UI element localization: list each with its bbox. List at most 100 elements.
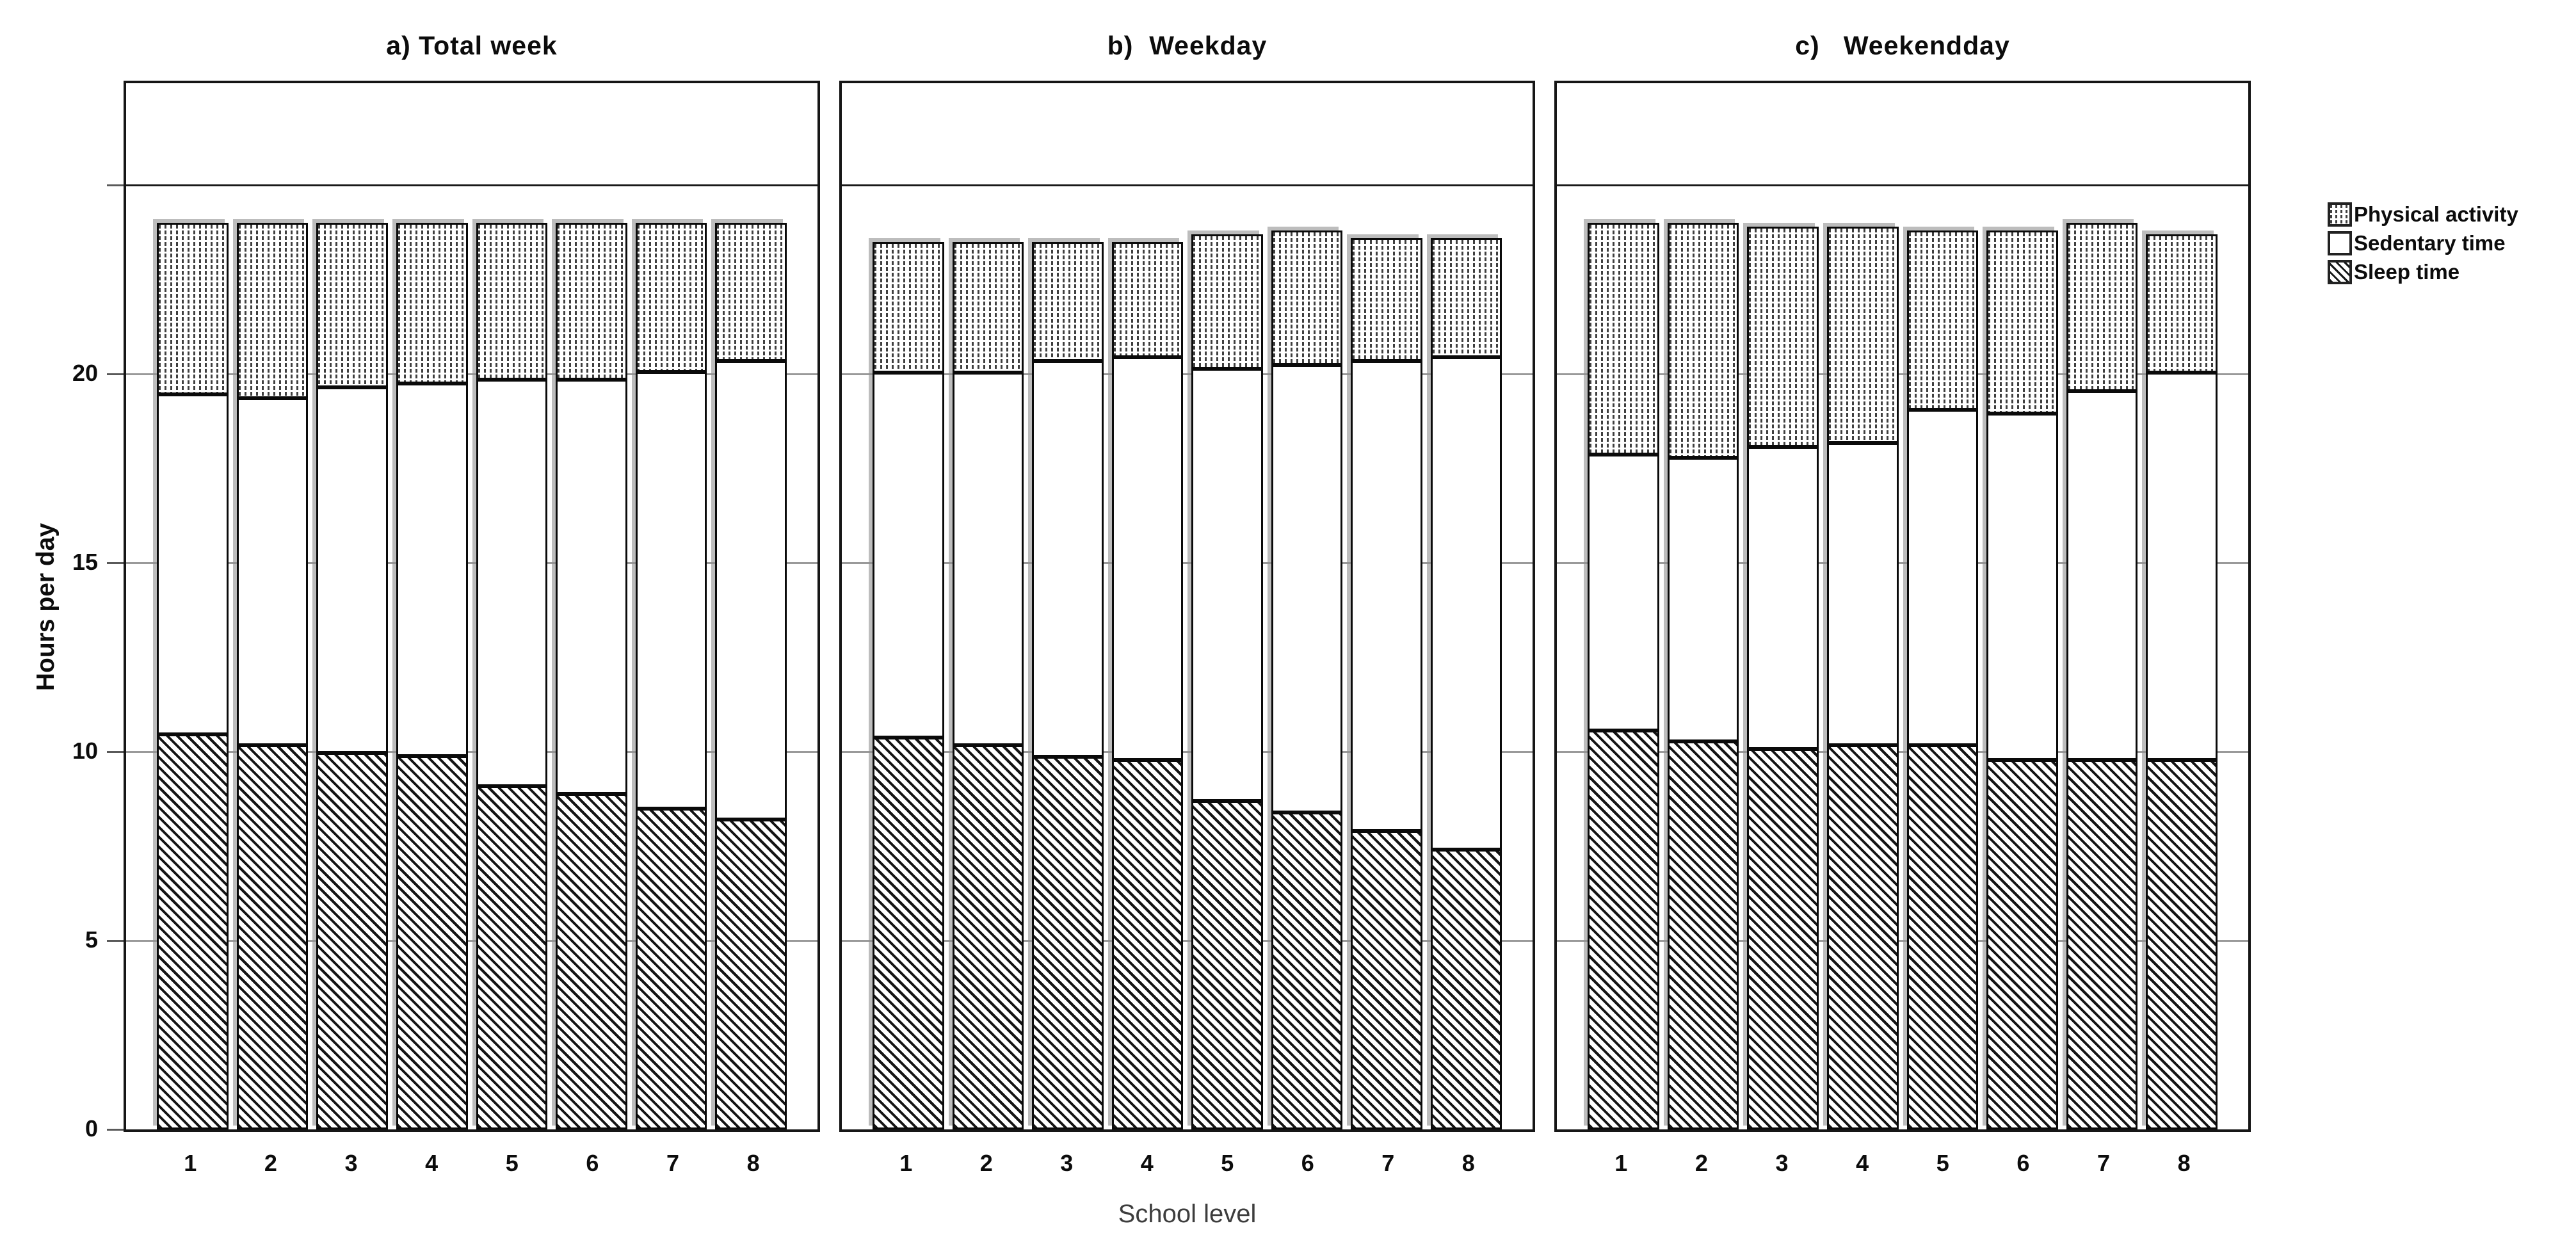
bar-segment-sedentary-time [236, 398, 309, 745]
x-axis-tick-label: 8 [1461, 1150, 1475, 1176]
x-axis-tick-label: 6 [586, 1150, 599, 1176]
gridline-5 [126, 940, 817, 942]
stacked-bar-level-6 [556, 223, 627, 1129]
legend-item-physical-activity: Physical activity [2328, 202, 2518, 227]
bar-group [126, 83, 817, 1130]
x-axis-tick-label: 1 [899, 1150, 913, 1176]
bar-segment-physical-activity [316, 223, 388, 387]
white-pattern-swatch-icon [2328, 231, 2352, 255]
x-axis-tick-label: 4 [1856, 1150, 1869, 1176]
x-axis-tick-label: 7 [2097, 1150, 2111, 1176]
gridline-5 [842, 940, 1533, 942]
stacked-bar-level-1 [873, 241, 944, 1129]
bar-segment-sedentary-time [396, 383, 468, 757]
bar-segment-sedentary-time [1588, 454, 1659, 731]
stacked-bar-level-2 [952, 241, 1024, 1129]
x-axis-tick-label: 4 [425, 1150, 439, 1176]
bar-segment-physical-activity [1747, 227, 1819, 447]
x-axis-tick-label: 4 [1140, 1150, 1154, 1176]
x-axis-tick-label: 1 [184, 1150, 197, 1176]
x-tick-labels-a: 1 2 3 4 5 6 7 8 [124, 1150, 820, 1177]
stacked-bar-level-3 [316, 223, 388, 1129]
y-axis-tick [107, 751, 124, 754]
bar-segment-physical-activity [1191, 234, 1263, 369]
bar-segment-physical-activity [1826, 227, 1899, 444]
bar-segment-sleep-time [1271, 812, 1342, 1129]
bar-segment-sleep-time [316, 752, 388, 1129]
bar-segment-sedentary-time [1032, 361, 1104, 757]
bar-segment-sleep-time [635, 808, 707, 1129]
bar-segment-sleep-time [1588, 730, 1659, 1129]
bar-segment-physical-activity [1667, 223, 1739, 458]
stacked-bar-level-5 [1191, 234, 1263, 1129]
x-axis-title: School level [1118, 1200, 1257, 1228]
legend-label: Physical activity [2354, 202, 2518, 226]
bar-segment-sleep-time [396, 756, 468, 1129]
bar-segment-sedentary-time [873, 372, 944, 738]
bar-segment-sedentary-time [476, 380, 548, 787]
bar-group [842, 83, 1533, 1129]
bar-segment-physical-activity [236, 223, 309, 399]
y-axis-tick-label: 20 [72, 360, 98, 387]
bar-segment-physical-activity [556, 223, 627, 380]
x-axis-tick-label: 2 [1695, 1150, 1708, 1176]
bar-segment-sedentary-time [556, 380, 627, 794]
stacked-bar-level-6 [1986, 230, 2058, 1129]
bar-segment-physical-activity [873, 241, 944, 373]
bar-segment-physical-activity [2146, 234, 2218, 373]
y-axis-tick [107, 1129, 124, 1131]
bar-segment-physical-activity [715, 223, 787, 361]
diagonal-hatch-swatch-icon [2328, 260, 2352, 284]
x-axis-tick-label: 8 [2177, 1150, 2191, 1176]
bar-segment-sedentary-time [1430, 357, 1502, 850]
stacked-bar-level-8 [1430, 238, 1502, 1129]
bar-segment-sedentary-time [1111, 357, 1183, 761]
panel-a-title: a) Total week [386, 31, 558, 60]
bar-segment-sleep-time [236, 745, 309, 1129]
y-axis-tick-label: 5 [85, 926, 98, 953]
bar-segment-sleep-time [1351, 831, 1422, 1129]
y-axis-title: Hours per day [32, 522, 60, 691]
bar-segment-physical-activity [157, 223, 229, 395]
stacked-bar-level-3 [1747, 227, 1819, 1129]
stacked-bar-level-7 [635, 223, 707, 1129]
dots-pattern-swatch-icon [2328, 202, 2352, 227]
bar-segment-sleep-time [715, 820, 787, 1129]
x-axis-tick-label: 6 [1301, 1150, 1314, 1176]
bar-segment-physical-activity [476, 223, 548, 380]
legend-item-sedentary-time: Sedentary time [2328, 231, 2518, 255]
bar-segment-sedentary-time [1351, 361, 1422, 832]
y-axis-tick-label: 15 [72, 549, 98, 576]
bar-segment-sedentary-time [1826, 443, 1899, 745]
bar-segment-physical-activity [1032, 241, 1104, 362]
x-tick-labels-b: 1 2 3 4 5 6 7 8 [839, 1150, 1535, 1177]
bar-segment-sleep-time [1430, 850, 1502, 1129]
gridline-10 [842, 751, 1533, 754]
bar-segment-sleep-time [157, 734, 229, 1130]
x-axis-tick-label: 7 [1381, 1150, 1395, 1176]
bar-segment-sedentary-time [715, 360, 787, 820]
panel-weekday [839, 81, 1535, 1132]
bar-segment-sedentary-time [1271, 364, 1342, 812]
stacked-bar-level-5 [1906, 230, 1979, 1129]
stacked-bar-level-4 [396, 223, 468, 1129]
x-axis-tick-label: 7 [666, 1150, 680, 1176]
stacked-bar-level-3 [1032, 241, 1104, 1129]
gridline-25 [842, 184, 1533, 187]
y-axis-tick [107, 940, 124, 942]
x-axis-tick-label: 5 [505, 1150, 519, 1176]
stacked-bar-level-8 [2146, 234, 2218, 1129]
stacked-bar-level-4 [1111, 241, 1183, 1129]
bar-segment-sleep-time [556, 793, 627, 1129]
x-axis-tick-label: 3 [344, 1150, 358, 1176]
gridline-25 [126, 184, 817, 187]
bar-segment-sleep-time [1667, 741, 1739, 1129]
bar-segment-sleep-time [476, 786, 548, 1129]
legend-label: Sleep time [2354, 260, 2460, 284]
x-axis-tick-label: 5 [1936, 1150, 1949, 1176]
x-axis-tick-label: 6 [2017, 1150, 2030, 1176]
gridline-20 [842, 373, 1533, 376]
bar-segment-sedentary-time [1667, 458, 1739, 742]
bar-segment-physical-activity [952, 241, 1024, 373]
stacked-bar-level-8 [715, 223, 787, 1129]
